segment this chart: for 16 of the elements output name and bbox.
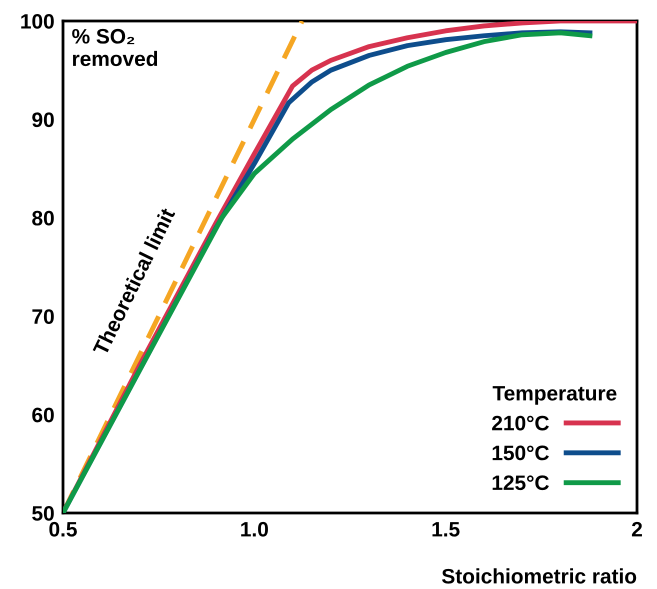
legend-label: 125°C <box>492 475 549 490</box>
x-axis-title: Stoichiometric ratio <box>442 568 636 584</box>
x-tick-label: 1.0 <box>241 522 268 537</box>
x-tick-label: 0.5 <box>49 522 77 537</box>
legend-label: 210°C <box>492 416 549 430</box>
legend-label: 150°C <box>492 446 549 460</box>
y-axis-title: % SO₂ removed <box>72 28 158 66</box>
y-tick-label: 80 <box>32 210 54 226</box>
x-tick-label: 2 <box>632 522 642 536</box>
x-tick-label: 1.5 <box>432 522 460 537</box>
y-tick-label: 50 <box>32 506 54 521</box>
y-tick-label: 90 <box>32 112 54 128</box>
legend-title: Temperature <box>492 386 616 405</box>
y-tick-label: 100 <box>21 14 54 29</box>
y-tick-label: 70 <box>32 309 54 324</box>
y-tick-label: 60 <box>32 408 54 422</box>
